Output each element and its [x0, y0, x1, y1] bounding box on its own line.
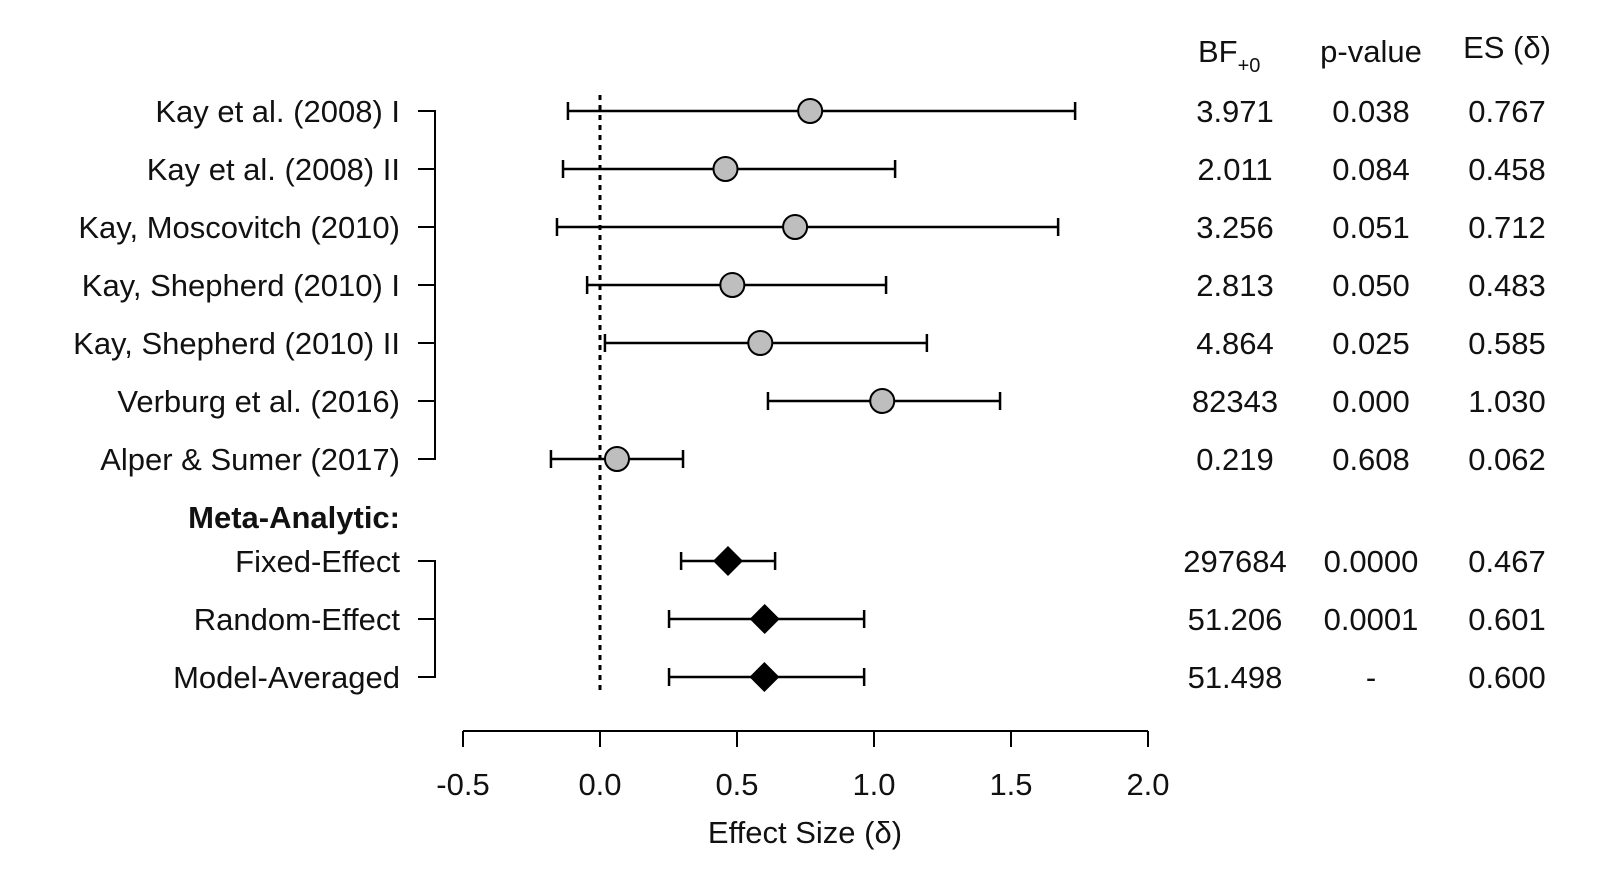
bf-value: 297684 — [1183, 544, 1286, 579]
bf-value: 3.256 — [1196, 210, 1274, 245]
row-label: Kay et al. (2008) I — [155, 94, 400, 129]
study-row: Kay et al. (2008) II 2.011 0.084 0.458 — [147, 152, 1546, 187]
es-value: 0.767 — [1468, 94, 1546, 129]
p-value: 0.050 — [1332, 268, 1410, 303]
row-label: Kay, Shepherd (2010) I — [82, 268, 400, 303]
header-bf-subscript: +0 — [1238, 55, 1261, 77]
header-p-value: p-value — [1320, 34, 1422, 69]
es-value: 0.601 — [1468, 602, 1546, 637]
header-bf: BF+0 — [1198, 34, 1260, 77]
row-label: Fixed-Effect — [235, 544, 400, 579]
bf-value: 2.011 — [1197, 152, 1272, 187]
p-value: 0.000 — [1332, 384, 1410, 419]
bf-value: 82343 — [1192, 384, 1278, 419]
row-label: Random-Effect — [194, 602, 401, 637]
es-value: 0.467 — [1468, 544, 1546, 579]
bf-value: 4.864 — [1196, 326, 1274, 361]
p-value: 0.084 — [1332, 152, 1410, 187]
p-value: 0.038 — [1332, 94, 1410, 129]
bf-value: 2.813 — [1196, 268, 1274, 303]
effect-point — [719, 272, 746, 298]
p-value: 0.0000 — [1324, 544, 1419, 579]
header-es: ES (δ) — [1463, 30, 1551, 65]
bracket-ticks — [418, 168, 435, 620]
bf-value: 0.219 — [1196, 442, 1274, 477]
study-row: Kay, Moscovitch (2010) 3.256 0.051 0.712 — [78, 210, 1545, 245]
effect-point — [603, 446, 630, 472]
p-value: 0.051 — [1332, 210, 1410, 245]
study-row: Kay, Shepherd (2010) I 2.813 0.050 0.483 — [82, 268, 1546, 303]
meta-row: Random-Effect 51.206 0.0001 0.601 — [194, 602, 1546, 637]
es-value: 0.600 — [1468, 660, 1546, 695]
bf-value: 51.206 — [1188, 602, 1283, 637]
bf-value: 51.498 — [1188, 660, 1283, 695]
bf-value: 3.971 — [1196, 94, 1274, 129]
row-label: Kay, Shepherd (2010) II — [73, 326, 400, 361]
p-value: 0.025 — [1332, 326, 1410, 361]
study-row: Kay et al. (2008) I 3.971 0.038 0.767 — [155, 94, 1545, 129]
x-axis: -0.5 0.0 0.5 1.0 1.5 2.0 — [436, 730, 1170, 802]
es-value: 0.483 — [1468, 268, 1546, 303]
x-tick-label: 2.0 — [1126, 767, 1169, 802]
study-row: Kay, Shepherd (2010) II 4.864 0.025 0.585 — [73, 326, 1546, 361]
p-value: - — [1366, 660, 1376, 695]
effect-diamond — [712, 546, 743, 576]
study-row: Verburg et al. (2016) 82343 0.000 1.030 — [117, 384, 1545, 419]
row-label: Alper & Sumer (2017) — [100, 442, 400, 477]
x-tick-label: 0.0 — [578, 767, 621, 802]
x-tick-label: 1.0 — [852, 767, 895, 802]
row-label: Model-Averaged — [173, 660, 400, 695]
effect-point — [782, 214, 809, 240]
es-value: 0.062 — [1468, 442, 1546, 477]
es-value: 0.458 — [1468, 152, 1546, 187]
row-label: Kay, Moscovitch (2010) — [78, 210, 400, 245]
meta-row: Model-Averaged 51.498 - 0.600 — [173, 660, 1546, 695]
es-value: 1.030 — [1468, 384, 1546, 419]
row-label: Kay et al. (2008) II — [147, 152, 400, 187]
row-label: Verburg et al. (2016) — [117, 384, 400, 419]
effect-diamond — [749, 604, 780, 634]
effect-point — [712, 156, 739, 182]
effect-point — [869, 388, 896, 414]
p-value: 0.0001 — [1324, 602, 1419, 637]
x-tick-label: 0.5 — [715, 767, 758, 802]
meta-heading: Meta-Analytic: — [188, 500, 400, 535]
effect-diamond — [749, 662, 780, 692]
column-headers: BF+0 p-value ES (δ) — [1198, 30, 1551, 77]
p-value: 0.608 — [1332, 442, 1410, 477]
x-tick-label: 1.5 — [989, 767, 1032, 802]
es-value: 0.585 — [1468, 326, 1546, 361]
effect-point — [797, 98, 824, 124]
x-axis-title: Effect Size (δ) — [708, 815, 902, 850]
study-row: Alper & Sumer (2017) 0.219 0.608 0.062 — [100, 442, 1546, 477]
es-value: 0.712 — [1468, 210, 1546, 245]
effect-point — [747, 330, 774, 356]
meta-row: Fixed-Effect 297684 0.0000 0.467 — [235, 544, 1546, 579]
x-tick-label: -0.5 — [436, 767, 489, 802]
